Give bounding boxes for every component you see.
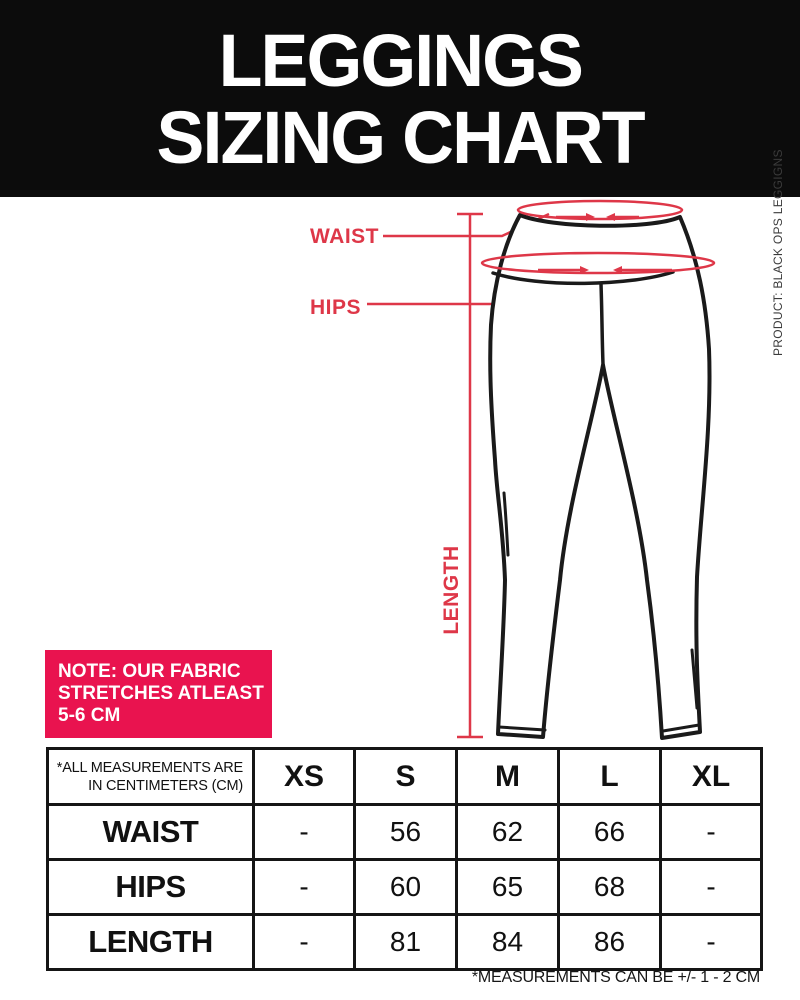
note-line-1: NOTE: OUR FABRIC [58,661,241,682]
length-m: 84 [455,913,560,971]
length-s: 81 [353,913,458,971]
note-line-2: STRETCHES ATLEAST [58,683,264,704]
leggings-diagram [367,199,716,740]
table-header-row: *ALL MEASUREMENTS ARE IN CENTIMETERS (CM… [46,747,763,806]
waist-arrows [556,213,639,221]
left-knee-stitch [502,491,510,557]
size-col-xs: XS [252,747,356,806]
waist-s: 56 [353,803,458,861]
sizing-table: *ALL MEASUREMENTS ARE IN CENTIMETERS (CM… [46,747,763,971]
size-col-xl: XL [659,747,763,806]
waist-xl: - [659,803,763,861]
waist-diagram-label: WAIST [310,225,379,248]
length-xl: - [659,913,763,971]
leggings-outline [488,213,712,740]
table-row-waist: WAIST - 56 62 66 - [46,803,763,861]
hips-ellipse [480,251,716,275]
hips-xl: - [659,858,763,916]
waist-xs: - [252,803,356,861]
right-ankle-stitch [690,648,699,710]
hips-l: 68 [557,858,662,916]
hips-m: 65 [455,858,560,916]
measurements-unit-note: *ALL MEASUREMENTS ARE IN CENTIMETERS (CM… [46,747,255,806]
row-label-waist: WAIST [46,803,255,861]
measurement-tolerance-note: *MEASUREMENTS CAN BE +/- 1 - 2 CM [471,969,760,986]
table-row-length: LENGTH - 81 84 86 - [46,913,763,971]
note-line-3: 5-6 CM [58,705,121,726]
hips-arrows [538,266,672,274]
product-name-vertical-label: PRODUCT: BLACK OPS LEGGIGNS [771,149,785,356]
size-col-s: S [353,747,458,806]
header-banner: LEGGINGS SIZING CHART [0,0,800,197]
length-diagram-label: LENGTH [440,545,463,635]
row-label-length: LENGTH [46,913,255,971]
hips-s: 60 [353,858,458,916]
table-row-hips: HIPS - 60 65 68 - [46,858,763,916]
length-xs: - [252,913,356,971]
length-measure-line [457,212,483,739]
waist-m: 62 [455,803,560,861]
page-title-line-1: LEGGINGS [218,18,583,102]
hips-diagram-label: HIPS [310,296,362,319]
size-col-m: M [455,747,560,806]
size-col-l: L [557,747,662,806]
hips-xs: - [252,858,356,916]
waist-ellipse [516,199,684,221]
page-title-line-2: SIZING CHART [156,95,645,179]
fabric-stretch-note: NOTE: OUR FABRIC STRETCHES ATLEAST 5-6 C… [45,650,272,738]
row-label-hips: HIPS [46,858,255,916]
waist-l: 66 [557,803,662,861]
length-l: 86 [557,913,662,971]
